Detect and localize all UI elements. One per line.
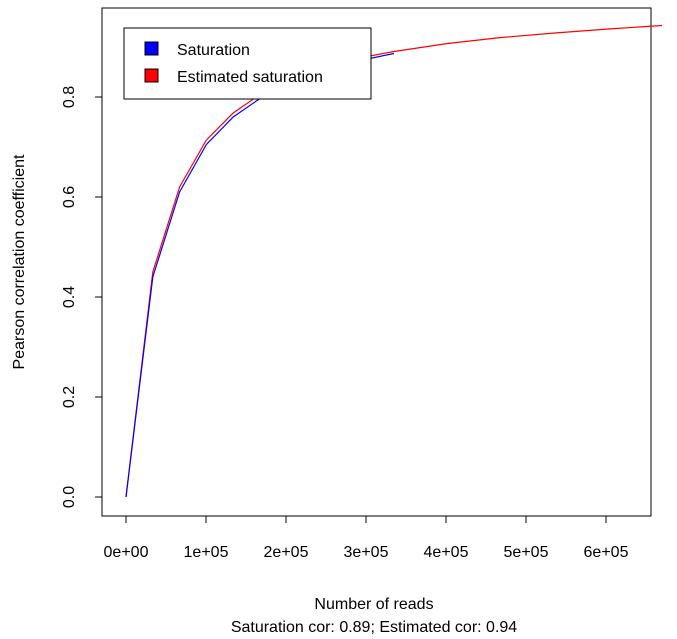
x-tick-label: 4e+05: [424, 544, 469, 561]
series-line-saturation: [125, 52, 395, 498]
x-axis-label: Number of reads: [314, 596, 433, 613]
legend-swatch: [144, 41, 159, 56]
x-tick-label: 6e+05: [584, 544, 629, 561]
chart-subtitle: Saturation cor: 0.89; Estimated cor: 0.9…: [231, 619, 517, 636]
x-tick-label: 3e+05: [344, 544, 389, 561]
y-axis: 0.0 0.2 0.4 0.6 0.8: [61, 86, 103, 508]
legend-box: [123, 27, 372, 100]
legend: Saturation Estimated saturation: [123, 27, 372, 100]
legend-label: Estimated saturation: [177, 69, 323, 86]
legend-swatch: [144, 68, 159, 83]
x-tick-label: 1e+05: [184, 544, 229, 561]
x-axis: 0e+00 1e+05 2e+05 3e+05 4e+05 5e+05 6e+05: [104, 515, 629, 561]
y-tick-label: 0.0: [61, 486, 78, 508]
y-axis-label: Pearson correlation coefficient: [11, 154, 28, 369]
y-tick-label: 0.8: [61, 86, 78, 108]
y-tick-label: 0.2: [61, 386, 78, 408]
x-tick-label: 5e+05: [504, 544, 549, 561]
x-tick-label: 2e+05: [264, 544, 309, 561]
legend-label: Saturation: [177, 42, 250, 59]
x-tick-label: 0e+00: [104, 544, 149, 561]
y-tick-label: 0.6: [61, 186, 78, 208]
y-tick-label: 0.4: [61, 286, 78, 308]
